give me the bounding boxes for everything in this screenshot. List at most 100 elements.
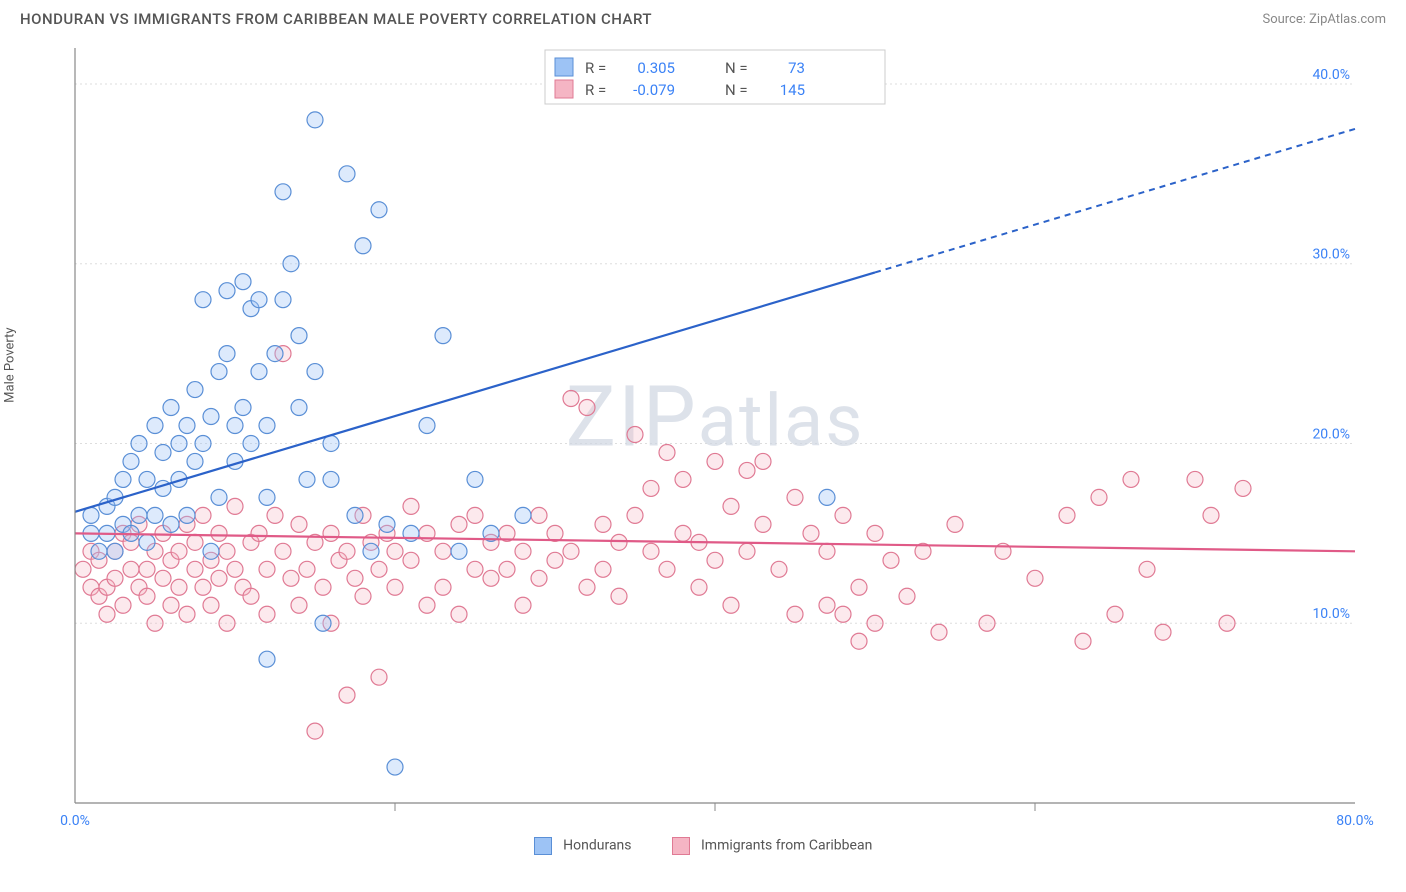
data-point: [147, 615, 163, 631]
data-point: [187, 453, 203, 469]
data-point: [1075, 633, 1091, 649]
data-point: [307, 723, 323, 739]
data-point: [99, 606, 115, 622]
data-point: [267, 346, 283, 362]
data-point: [251, 525, 267, 541]
data-point: [1107, 606, 1123, 622]
data-point: [227, 498, 243, 514]
data-point: [659, 561, 675, 577]
data-point: [867, 615, 883, 631]
chart-header: HONDURAN VS IMMIGRANTS FROM CARIBBEAN MA…: [0, 0, 1406, 33]
data-point: [931, 624, 947, 640]
data-point: [787, 606, 803, 622]
data-point: [867, 525, 883, 541]
data-point: [123, 561, 139, 577]
data-point: [203, 597, 219, 613]
data-point: [531, 507, 547, 523]
data-point: [851, 579, 867, 595]
data-point: [563, 391, 579, 407]
data-point: [147, 507, 163, 523]
data-point: [547, 552, 563, 568]
data-point: [883, 552, 899, 568]
data-point: [139, 561, 155, 577]
data-point: [211, 489, 227, 505]
data-point: [1059, 507, 1075, 523]
data-point: [1155, 624, 1171, 640]
data-point: [1139, 561, 1155, 577]
data-point: [163, 516, 179, 532]
data-point: [187, 534, 203, 550]
data-point: [483, 570, 499, 586]
data-point: [259, 489, 275, 505]
data-point: [195, 507, 211, 523]
data-point: [107, 570, 123, 586]
svg-text:R =: R =: [585, 81, 606, 99]
legend-label-a: Hondurans: [563, 838, 631, 854]
data-point: [259, 651, 275, 667]
svg-text:73: 73: [788, 59, 805, 77]
data-point: [251, 364, 267, 380]
data-point: [435, 543, 451, 559]
data-point: [131, 435, 147, 451]
data-point: [219, 346, 235, 362]
data-point: [835, 507, 851, 523]
data-point: [851, 633, 867, 649]
svg-text:ZIPatlas: ZIPatlas: [566, 368, 865, 467]
data-point: [171, 435, 187, 451]
data-point: [627, 507, 643, 523]
data-point: [339, 166, 355, 182]
data-point: [579, 579, 595, 595]
data-point: [259, 561, 275, 577]
data-point: [403, 498, 419, 514]
data-point: [355, 588, 371, 604]
data-point: [707, 552, 723, 568]
data-point: [723, 498, 739, 514]
data-point: [347, 570, 363, 586]
data-point: [275, 292, 291, 308]
data-point: [467, 507, 483, 523]
legend-swatch-b: [672, 837, 690, 855]
data-point: [499, 561, 515, 577]
data-point: [299, 561, 315, 577]
data-point: [387, 759, 403, 775]
data-point: [723, 597, 739, 613]
data-point: [291, 400, 307, 416]
data-point: [91, 543, 107, 559]
data-point: [315, 615, 331, 631]
data-point: [291, 597, 307, 613]
data-point: [419, 418, 435, 434]
data-point: [819, 597, 835, 613]
data-point: [1235, 480, 1251, 496]
data-point: [403, 552, 419, 568]
data-point: [251, 292, 267, 308]
svg-text:N =: N =: [725, 81, 748, 99]
svg-text:145: 145: [780, 81, 805, 99]
data-point: [819, 489, 835, 505]
data-point: [275, 184, 291, 200]
data-point: [171, 543, 187, 559]
data-point: [451, 516, 467, 532]
data-point: [243, 588, 259, 604]
y-axis-label: Male Poverty: [3, 327, 18, 402]
stats-swatch-b: [555, 80, 573, 98]
chart-container: Male Poverty 10.0%20.0%30.0%40.0%ZIPatla…: [20, 33, 1386, 833]
bottom-legend: Hondurans Immigrants from Caribbean: [0, 837, 1406, 855]
data-point: [115, 471, 131, 487]
data-point: [283, 256, 299, 272]
svg-text:30.0%: 30.0%: [1312, 247, 1350, 263]
data-point: [243, 435, 259, 451]
data-point: [347, 507, 363, 523]
data-point: [219, 283, 235, 299]
data-point: [675, 471, 691, 487]
data-point: [283, 570, 299, 586]
data-point: [707, 453, 723, 469]
data-point: [163, 400, 179, 416]
data-point: [211, 364, 227, 380]
data-point: [163, 597, 179, 613]
data-point: [1091, 489, 1107, 505]
data-point: [947, 516, 963, 532]
data-point: [211, 525, 227, 541]
data-point: [387, 543, 403, 559]
source-label: Source: ZipAtlas.com: [1262, 12, 1386, 27]
data-point: [627, 426, 643, 442]
